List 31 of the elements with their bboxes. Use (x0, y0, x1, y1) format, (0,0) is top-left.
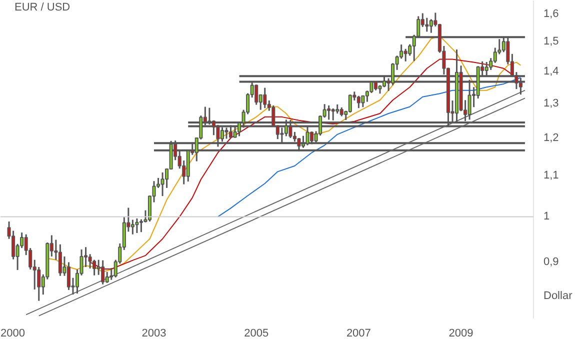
y-tick-label: 1 (544, 210, 550, 223)
y-tick-label: 1,1 (544, 170, 559, 182)
candlestick (404, 48, 408, 62)
line-series (217, 77, 522, 218)
candlestick (160, 172, 164, 197)
y-tick-label: 1,3 (544, 97, 559, 110)
x-tick-label: 2005 (244, 328, 269, 339)
candlestick (361, 95, 365, 108)
x-tick-label: 2003 (142, 328, 166, 339)
candlestick (58, 244, 62, 277)
y-tick-label: 1,5 (544, 36, 559, 48)
candlestick (66, 261, 71, 291)
chart-title: EUR / USD (14, 2, 70, 14)
y-tick-label: 1,2 (544, 132, 559, 144)
candlestick (336, 104, 340, 114)
candlestick (425, 17, 429, 32)
y-tick-label: 0,9 (544, 256, 559, 268)
candlestick (348, 94, 352, 114)
y-tick-label: 1,6 (544, 8, 559, 20)
candlestick (356, 95, 360, 109)
x-tick-label: 2009 (448, 328, 474, 339)
candlestick (135, 218, 139, 234)
x-tick-label: 2000 (0, 328, 25, 339)
candlestick (263, 87, 267, 109)
candlestick (101, 260, 105, 286)
x-tick-label: 2007 (346, 328, 371, 339)
candlestick (327, 104, 331, 120)
candlestick (254, 84, 258, 106)
candlestick (130, 219, 134, 236)
y-tick-label: 1,4 (544, 65, 559, 78)
y-axis-title: Dollar (544, 290, 573, 302)
